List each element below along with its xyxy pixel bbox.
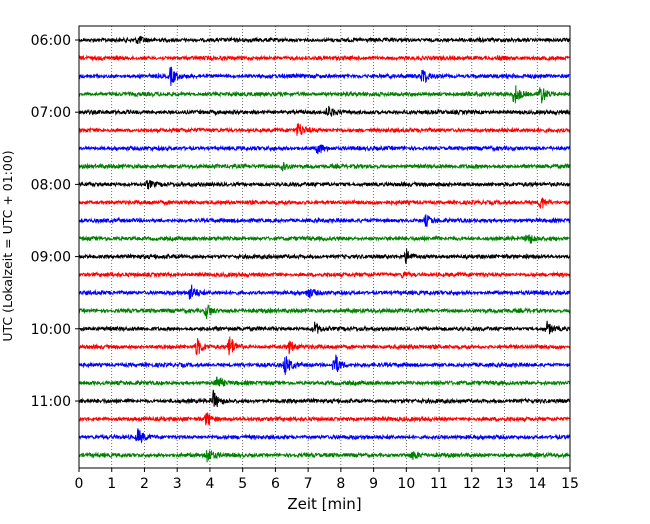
y-tick-label: 10:00 (31, 322, 71, 338)
trace-1130 (78, 428, 571, 444)
y-tick-label: 06:00 (31, 33, 71, 49)
y-axis-label: UTC (Lokalzeit = UTC + 01:00) (0, 150, 15, 341)
trace-1015 (78, 336, 571, 356)
x-tick-label: 13 (496, 476, 514, 492)
x-axis-label: Zeit [min] (287, 495, 361, 513)
plot-frame (78, 25, 571, 469)
y-tick-label: 09:00 (31, 250, 71, 266)
x-tick-label: 12 (463, 476, 481, 492)
trace-0930 (78, 284, 571, 300)
trace-0615 (78, 54, 570, 62)
trace-lines (78, 35, 571, 463)
trace-0645 (78, 85, 571, 104)
trace-0600 (78, 35, 571, 45)
x-tick-label: 8 (336, 476, 345, 492)
trace-0730 (78, 144, 570, 155)
trace-0745 (78, 161, 571, 172)
x-tick-label: 7 (304, 476, 313, 492)
trace-0830 (78, 214, 571, 227)
trace-1115 (78, 412, 571, 426)
trace-0630 (78, 66, 570, 86)
x-tick-label: 4 (205, 476, 214, 492)
trace-1100 (78, 389, 571, 408)
trace-0900 (78, 248, 571, 264)
x-tick-label: 6 (271, 476, 280, 492)
trace-0915 (78, 270, 571, 279)
y-tick-label: 08:00 (31, 177, 71, 193)
trace-1000 (78, 320, 571, 335)
x-tick-label: 11 (430, 476, 448, 492)
y-axis-ticks: 06:00 07:00 08:00 09:00 10:00 11:00 (31, 33, 79, 410)
y-tick-label: 07:00 (31, 105, 71, 121)
trace-0800 (78, 179, 571, 190)
trace-1030 (78, 354, 571, 375)
trace-0845 (78, 234, 570, 245)
x-tick-label: 10 (397, 476, 415, 492)
trace-0945 (78, 304, 571, 320)
x-tick-label: 5 (238, 476, 247, 492)
x-tick-label: 15 (561, 476, 579, 492)
y-tick-label: 11:00 (31, 394, 71, 410)
trace-1145 (78, 449, 571, 463)
x-tick-label: 0 (75, 476, 84, 492)
x-tick-label: 3 (173, 476, 182, 492)
x-tick-label: 2 (140, 476, 149, 492)
trace-0815 (78, 197, 571, 210)
x-tick-label: 14 (528, 476, 546, 492)
trace-0700 (78, 105, 571, 117)
trace-0715 (78, 123, 571, 136)
trace-1045 (78, 376, 571, 387)
x-tick-label: 1 (107, 476, 116, 492)
x-tick-label: 9 (369, 476, 378, 492)
x-axis-ticks: 0 1 2 3 4 5 6 7 8 9 10 11 12 13 14 15 (75, 468, 579, 492)
